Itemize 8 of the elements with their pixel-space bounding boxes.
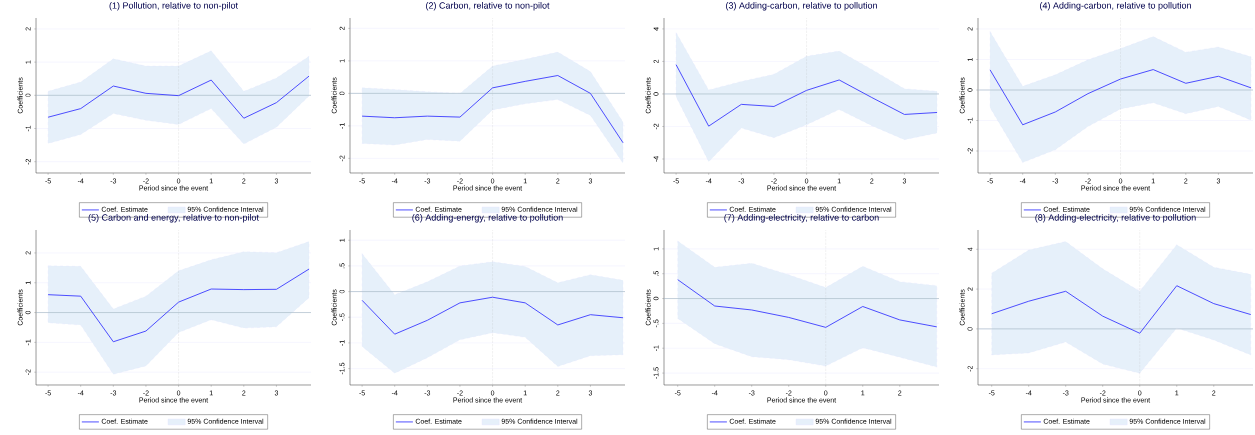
chart-title: (8) Adding-electricity, relative to pollution xyxy=(1035,214,1196,223)
chart-title: (3) Adding-carbon, relative to pollution xyxy=(726,2,877,11)
chart-title: (4) Adding-carbon, relative to pollution xyxy=(1040,2,1191,11)
chart-title: (7) Adding-electricity, relative to carbon xyxy=(724,214,879,223)
chart-title: (2) Carbon, relative to non-pilot xyxy=(426,2,550,11)
chart-title: (5) Carbon and energy, relative to non-pilot xyxy=(88,214,259,223)
chart-title: (1) Pollution, relative to non-pilot xyxy=(109,2,238,11)
chart-title: (6) Adding-energy, relative to pollution xyxy=(412,214,563,223)
